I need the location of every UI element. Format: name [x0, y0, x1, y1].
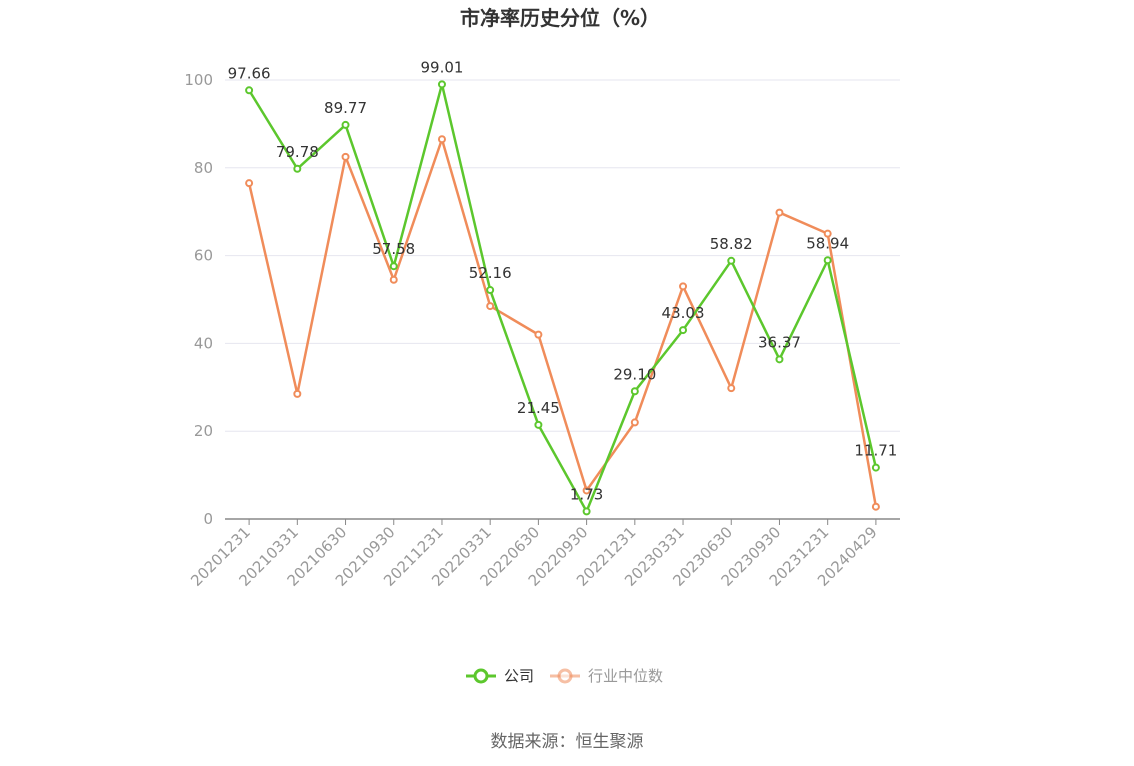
data-label: 97.66 — [228, 64, 271, 82]
series-line-0 — [248, 83, 878, 513]
data-point — [293, 164, 302, 173]
data-label: 1.73 — [570, 485, 603, 503]
legend-item-1[interactable]: 行业中位数 — [550, 667, 663, 685]
data-point — [534, 420, 543, 429]
data-point — [389, 275, 398, 284]
series-group — [245, 80, 880, 516]
source-note: 数据来源：恒生聚源 — [491, 732, 644, 752]
data-point — [727, 384, 736, 393]
data-label: 58.94 — [806, 234, 849, 252]
data-point — [630, 387, 639, 396]
data-point — [679, 282, 688, 291]
legend-swatch-marker — [557, 668, 573, 684]
legend-item-0[interactable]: 公司 — [466, 667, 534, 685]
y-tick-label: 100 — [184, 71, 213, 89]
data-point — [389, 262, 398, 271]
data-point — [341, 152, 350, 161]
y-tick-label: 40 — [194, 334, 213, 352]
data-point — [823, 256, 832, 265]
data-point — [871, 502, 880, 511]
data-point — [245, 86, 254, 95]
data-point — [437, 135, 446, 144]
legend-label: 行业中位数 — [588, 667, 663, 685]
data-label: 57.58 — [372, 240, 415, 258]
data-point — [871, 463, 880, 472]
legend-swatch-marker — [473, 668, 489, 684]
data-point — [582, 486, 591, 495]
data-point — [727, 256, 736, 265]
series-line-1 — [247, 138, 878, 507]
data-point — [534, 330, 543, 339]
data-point — [823, 229, 832, 238]
data-point — [679, 326, 688, 335]
y-tick-label: 0 — [203, 510, 213, 528]
data-point — [486, 286, 495, 295]
data-point — [245, 179, 254, 188]
data-label: 58.82 — [710, 235, 753, 253]
data-label: 36.37 — [758, 333, 801, 351]
data-point — [775, 355, 784, 364]
legend-label: 公司 — [504, 667, 534, 685]
y-axis: 0 20 40 60 80 100 — [184, 71, 213, 528]
data-label: 11.71 — [854, 442, 897, 460]
data-point — [582, 507, 591, 516]
y-tick-label: 80 — [194, 159, 213, 177]
data-labels: 97.66 79.78 89.77 57.58 99.01 52.16 21.45 1.73 2… — [228, 58, 898, 503]
data-label: 52.16 — [469, 264, 512, 282]
data-label: 89.77 — [324, 99, 367, 117]
data-point — [293, 389, 302, 398]
data-point — [630, 418, 639, 427]
y-tick-label: 60 — [194, 247, 213, 265]
data-label: 99.01 — [420, 58, 463, 76]
legend[interactable]: 公司 行业中位数 — [466, 667, 663, 685]
data-label: 29.10 — [613, 365, 656, 383]
data-point — [775, 208, 784, 217]
data-label: 43.03 — [662, 304, 705, 322]
data-point — [486, 302, 495, 311]
data-point — [437, 80, 446, 89]
data-label: 21.45 — [517, 399, 560, 417]
data-label: 79.78 — [276, 143, 319, 161]
x-axis: 2020123120210331202106302021093020211231… — [187, 518, 900, 590]
chart-title: 市净率历史分位（%） — [460, 6, 660, 30]
data-point — [341, 120, 350, 129]
y-tick-label: 20 — [194, 422, 213, 440]
